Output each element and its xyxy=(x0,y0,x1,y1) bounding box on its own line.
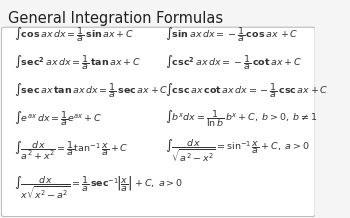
Text: $\int \dfrac{dx}{a^2 + x^2} = \dfrac{1}{a} \tan^{-1}\dfrac{x}{a} + C$: $\int \dfrac{dx}{a^2 + x^2} = \dfrac{1}{… xyxy=(14,140,128,162)
Text: General Integration Formulas: General Integration Formulas xyxy=(8,11,223,26)
Text: $\int b^x dx = \dfrac{1}{\ln b}\, b^x + C,\; b>0,\; b\neq 1$: $\int b^x dx = \dfrac{1}{\ln b}\, b^x + … xyxy=(164,108,317,129)
Text: $\int \dfrac{dx}{x\sqrt{x^2 - a^2}} = \dfrac{1}{a}\, \mathbf{sec}^{-1}\!\left|\d: $\int \dfrac{dx}{x\sqrt{x^2 - a^2}} = \d… xyxy=(14,175,183,202)
Text: $\int \mathbf{cos}\, ax\, dx = \dfrac{1}{a}\, \mathbf{sin}\, ax + C$: $\int \mathbf{cos}\, ax\, dx = \dfrac{1}… xyxy=(14,25,134,44)
Text: $\int \mathbf{sec}\, ax\, \mathbf{tan}\, ax\, dx = \dfrac{1}{a}\, \mathbf{sec}\,: $\int \mathbf{sec}\, ax\, \mathbf{tan}\,… xyxy=(14,81,168,100)
Text: $\int e^{ax}\, dx = \dfrac{1}{a} e^{ax} + C$: $\int e^{ax}\, dx = \dfrac{1}{a} e^{ax} … xyxy=(14,109,102,128)
Text: $\int \mathbf{sec}^{\mathbf{2}}\, ax\, dx = \dfrac{1}{a}\, \mathbf{tan}\, ax + C: $\int \mathbf{sec}^{\mathbf{2}}\, ax\, d… xyxy=(14,53,141,72)
Text: $\int \mathbf{sin}\, ax\, dx = -\dfrac{1}{a}\, \mathbf{cos}\, ax\, + C$: $\int \mathbf{sin}\, ax\, dx = -\dfrac{1… xyxy=(164,25,298,44)
Text: $\int \dfrac{dx}{\sqrt{a^2 - x^2}} = \sin^{-1}\dfrac{x}{a} + C,\; a>0$: $\int \dfrac{dx}{\sqrt{a^2 - x^2}} = \si… xyxy=(164,137,309,165)
FancyBboxPatch shape xyxy=(1,27,315,217)
Text: $\int \mathbf{csc}\, ax\, \mathbf{cot}\, ax\, dx = -\dfrac{1}{a}\, \mathbf{csc}\: $\int \mathbf{csc}\, ax\, \mathbf{cot}\,… xyxy=(164,81,328,100)
Text: $\int \mathbf{csc}^{\mathbf{2}}\, ax\, dx = -\dfrac{1}{a}\, \mathbf{cot}\, ax + : $\int \mathbf{csc}^{\mathbf{2}}\, ax\, d… xyxy=(164,53,302,72)
